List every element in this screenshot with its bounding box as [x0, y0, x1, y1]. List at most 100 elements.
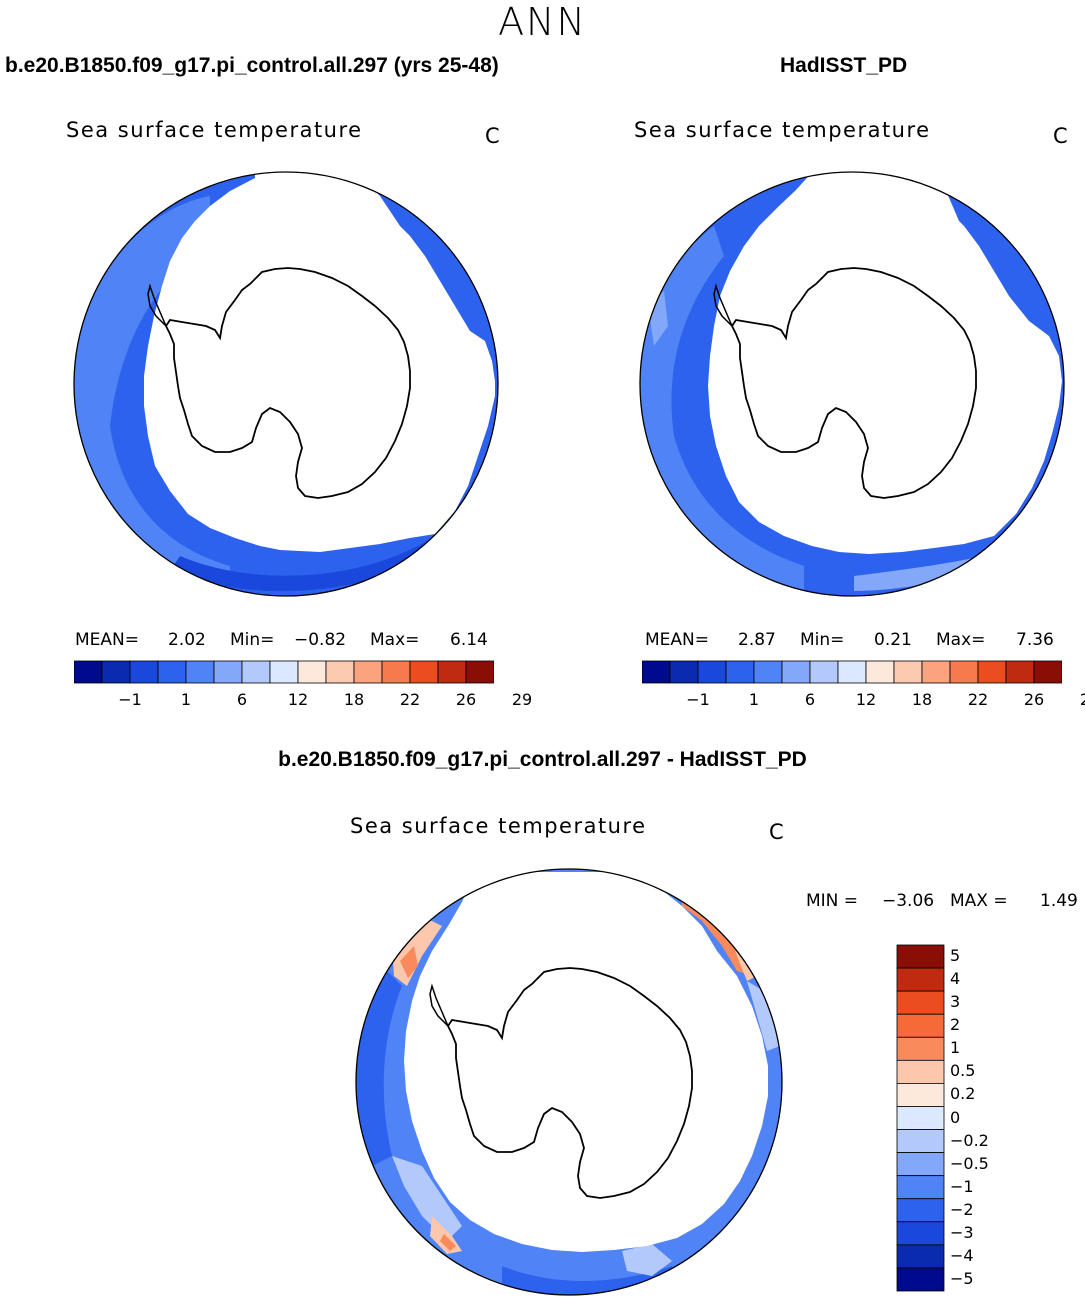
panel1-colorbar-swatch	[381, 660, 411, 684]
panel2-polar-map	[639, 171, 1065, 597]
panel1-colorbar-swatch	[269, 660, 299, 684]
panel1-colorbar-swatch	[465, 660, 494, 684]
panel2-colorbar-swatch	[642, 660, 671, 684]
diff-colorbar-label: −5	[950, 1269, 974, 1288]
diff-colorbar-label: 5	[950, 946, 961, 966]
panel1-colorbar-label: 18	[343, 690, 365, 709]
diff-ocean-darker	[356, 966, 402, 1166]
diff-warm-core-bottom-left	[440, 1234, 456, 1251]
diff-colorbar-swatch	[896, 1152, 945, 1177]
panel1-max-label: Max=	[370, 630, 420, 650]
diff-peninsula	[429, 983, 449, 1027]
panel1-colorbar-swatch	[353, 660, 383, 684]
panel2-colorbar-label: 18	[911, 690, 933, 709]
diff-pale-left	[392, 1156, 462, 1241]
diff-colorbar-label: 0.2	[950, 1084, 976, 1104]
panel1-sea-ice	[144, 172, 495, 552]
panel1-colorbar-swatch	[129, 660, 159, 684]
panel1-mean-label: MEAN=	[75, 630, 139, 650]
panel2-ocean-light-band	[640, 226, 804, 591]
diff-plot-title: Sea surface temperature	[350, 814, 647, 838]
panel2-colorbar-swatch	[837, 660, 867, 684]
diff-colorbar-label: −1	[950, 1176, 974, 1196]
panel2-colorbar-swatch	[1033, 660, 1062, 684]
panel2-colorbar-label: 22	[967, 690, 989, 709]
diff-colorbar-label: 0	[950, 1107, 961, 1127]
diff-colorbar-swatch	[896, 1036, 945, 1061]
panel1-colorbar-label: 22	[399, 690, 421, 709]
panel2-colorbar-swatch	[697, 660, 727, 684]
diff-colorbar-label: −2	[950, 1199, 974, 1219]
panel2-min-label: Min=	[800, 630, 845, 650]
panel2-colorbar-label: 26	[1023, 690, 1045, 709]
panel1-colorbar-label: 12	[287, 690, 309, 709]
diff-colorbar-swatch	[896, 967, 945, 992]
diff-colorbar-label: −3	[950, 1222, 974, 1242]
diff-colorbar	[896, 944, 945, 1292]
diff-colorbar-label: 3	[950, 992, 961, 1012]
panel2-colorbar-swatch	[809, 660, 839, 684]
panel2-sea-ice	[708, 172, 1062, 554]
diff-min-value: −3.06	[882, 891, 935, 911]
panel1-min-label: Min=	[230, 630, 275, 650]
diff-colorbar-label: −0.2	[950, 1130, 989, 1150]
diff-colorbar-label: 2	[950, 1015, 961, 1035]
panel2-colorbar	[642, 660, 1062, 684]
panel1-colorbar-swatch	[101, 660, 131, 684]
panel1-colorbar	[74, 660, 494, 684]
panel2-colorbar-label: 29	[1079, 690, 1085, 709]
diff-colorbar-swatch	[896, 1013, 945, 1038]
diff-warm-core-top-left	[400, 946, 418, 978]
panel1-units: C	[485, 124, 500, 148]
panel2-max-value: 7.36	[1016, 630, 1054, 650]
diff-title: b.e20.B1850.f09_g17.pi_control.all.297 -…	[278, 748, 807, 771]
season-title: ANN	[498, 0, 587, 44]
panel1-colorbar-swatch	[74, 660, 103, 684]
panel2-colorbar-swatch	[669, 660, 699, 684]
diff-polar-map	[355, 868, 783, 1296]
panel1-ocean-light-band	[74, 196, 230, 586]
panel1-colorbar-swatch	[185, 660, 215, 684]
panel1-polar-map	[73, 171, 499, 597]
panel2-colorbar-swatch	[949, 660, 979, 684]
panel2-peninsula	[713, 283, 733, 327]
panel2-units: C	[1053, 124, 1068, 148]
diff-colorbar-label: 1	[950, 1038, 961, 1058]
panel2-colorbar-label: 12	[855, 690, 877, 709]
diff-antarctica-coastline	[446, 967, 693, 1199]
panel1-plot-title: Sea surface temperature	[66, 118, 363, 142]
panel1-colorbar-swatch	[157, 660, 187, 684]
panel1-peninsula	[147, 283, 167, 327]
panel2-antarctica-coastline	[730, 267, 977, 499]
panel1-colorbar-swatch	[409, 660, 439, 684]
panel1-colorbar-labels: −1 1 6 12 18 22 26 29	[74, 690, 532, 712]
diff-colorbar-swatch	[896, 1129, 945, 1153]
panel2-colorbar-swatch	[921, 660, 951, 684]
panel2-min-value: 0.21	[874, 630, 912, 650]
diff-min-label: MIN =	[806, 891, 859, 911]
case2-title: HadISST_PD	[780, 54, 908, 77]
panel1-antarctica-coastline	[164, 267, 411, 499]
panel1-colorbar-swatch	[325, 660, 355, 684]
panel1-colorbar-swatch	[241, 660, 271, 684]
diff-colorbar-label: 4	[950, 969, 961, 989]
panel1-colorbar-label: −1	[118, 690, 142, 709]
diff-colorbar-label: 0.5	[950, 1061, 976, 1081]
diff-colorbar-label: −0.5	[950, 1153, 989, 1173]
panel2-mean-value: 2.87	[738, 630, 776, 650]
panel1-colorbar-swatch	[213, 660, 243, 684]
diff-max-label: MAX =	[950, 891, 1008, 911]
diff-pale-bottom-right	[622, 1244, 672, 1276]
panel2-colorbar-label: 6	[804, 690, 816, 709]
panel2-colorbar-label: −1	[686, 690, 710, 709]
panel1-colorbar-label: 29	[511, 690, 533, 709]
diff-colorbar-swatch	[896, 1106, 945, 1130]
panel2-colorbar-swatch	[893, 660, 923, 684]
panel2-colorbar-swatch	[1005, 660, 1035, 684]
panel1-colorbar-label: 1	[180, 690, 192, 709]
diff-colorbar-swatch	[896, 1267, 945, 1292]
panel1-colorbar-label: 26	[455, 690, 477, 709]
diff-colorbar-swatch	[896, 1221, 945, 1246]
panel1-min-value: −0.82	[294, 630, 347, 650]
diff-colorbar-swatch	[896, 1059, 945, 1084]
